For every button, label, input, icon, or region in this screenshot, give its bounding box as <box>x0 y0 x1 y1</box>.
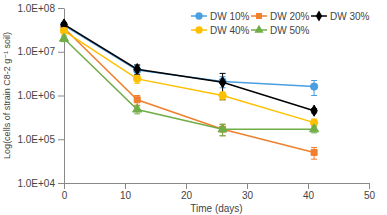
y-tick-label: 1.0E+08 <box>17 3 55 14</box>
legend: DW 10% DW 20% DW 30% DW 40% DW 50% <box>191 10 370 35</box>
legend-label: DW 10% <box>210 11 250 22</box>
series <box>61 25 317 159</box>
legend-label: DW 30% <box>330 11 370 22</box>
x-axis-line <box>65 183 370 184</box>
series <box>60 22 317 96</box>
x-axis: 0 10 20 30 40 50 <box>62 183 376 201</box>
x-tick-label: 20 <box>181 190 193 201</box>
y-tick: 1.0E+04 <box>17 178 64 189</box>
error-bar-cap <box>220 135 226 136</box>
data-point <box>59 33 68 41</box>
x-tick: 50 <box>364 183 376 201</box>
x-tick-label: 40 <box>303 190 315 201</box>
error-bar-cap <box>311 95 317 96</box>
y-axis: 1.0E+04 1.0E+05 1.0E+06 1.0E+07 1.0E+08 <box>17 3 64 189</box>
y-tick-mark <box>58 52 64 53</box>
y-tick-label: 1.0E+04 <box>17 178 55 189</box>
x-tick: 0 <box>62 183 68 201</box>
error-bar <box>311 81 317 96</box>
legend-item: DW 30% <box>311 10 370 21</box>
x-tick: 10 <box>120 183 132 201</box>
data-point <box>311 149 317 155</box>
legend-swatch-marker <box>316 10 322 21</box>
x-tick-mark <box>125 183 126 189</box>
data-point <box>219 92 226 99</box>
series-line <box>64 24 314 110</box>
series <box>61 19 318 116</box>
data-point <box>218 124 227 132</box>
y-tick: 1.0E+06 <box>17 90 64 101</box>
y-tick-label: 1.0E+06 <box>17 90 55 101</box>
data-point <box>134 64 140 75</box>
y-tick-mark <box>58 96 64 97</box>
y-tick-label: 1.0E+05 <box>17 134 55 145</box>
y-tick-mark <box>58 183 64 184</box>
x-tick-mark <box>247 183 248 189</box>
y-tick-mark <box>58 139 64 140</box>
legend-item: DW 20% <box>251 11 310 22</box>
error-bar <box>134 75 140 83</box>
x-tick: 40 <box>303 183 315 201</box>
legend-item: DW 10% <box>191 11 250 22</box>
series-line <box>64 39 314 130</box>
x-tick-label: 50 <box>364 190 376 201</box>
error-bar-cap <box>220 135 226 136</box>
chart: 010203040501.0E+041.0E+051.0E+061.0E+071… <box>0 0 387 215</box>
error-bar-cap <box>311 159 317 160</box>
legend-swatch-marker <box>254 25 263 33</box>
x-tick-mark <box>64 183 65 189</box>
data-point <box>311 105 317 116</box>
error-bar-cap <box>311 80 317 81</box>
x-tick: 20 <box>181 183 193 201</box>
legend-label: DW 20% <box>270 11 310 22</box>
plot: 010203040501.0E+041.0E+051.0E+061.0E+071… <box>17 3 375 201</box>
legend-swatch-marker <box>256 13 262 19</box>
series-line <box>64 31 314 123</box>
error-bar <box>311 147 317 159</box>
y-axis-title: Log(cells of strain C8-2 g⁻¹ soil) <box>2 32 12 159</box>
error-bar-cap <box>134 113 140 114</box>
error-bar <box>220 73 226 99</box>
data-point <box>133 104 142 112</box>
x-tick-label: 30 <box>242 190 254 201</box>
x-tick-mark <box>186 183 187 189</box>
x-axis-title: Time (days) <box>190 203 242 214</box>
legend-swatch-marker <box>195 12 202 19</box>
y-tick: 1.0E+07 <box>17 46 64 57</box>
error-bar-cap <box>311 132 317 133</box>
x-tick-label: 0 <box>62 190 68 201</box>
data-point <box>310 83 317 90</box>
error-bar-cap <box>220 73 226 74</box>
x-tick-label: 10 <box>120 190 132 201</box>
series <box>60 27 317 127</box>
data-point <box>219 77 225 88</box>
legend-swatch-marker <box>195 26 202 33</box>
error-bar-cap <box>134 95 140 96</box>
legend-label: DW 40% <box>210 25 250 36</box>
series <box>59 33 318 135</box>
data-point <box>310 124 319 132</box>
error-bar <box>220 92 226 100</box>
data-point <box>134 75 141 82</box>
error-bar-cap <box>311 147 317 148</box>
series-area <box>59 19 318 159</box>
y-tick: 1.0E+05 <box>17 134 64 145</box>
data-point <box>134 97 140 103</box>
x-tick: 30 <box>242 183 254 201</box>
y-tick-mark <box>58 8 64 9</box>
x-tick-mark <box>308 183 309 189</box>
y-tick-label: 1.0E+07 <box>17 46 55 57</box>
legend-item: DW 50% <box>251 25 310 36</box>
legend-item: DW 40% <box>191 25 250 36</box>
x-tick-mark <box>369 183 370 189</box>
legend-label: DW 50% <box>270 25 310 36</box>
y-tick: 1.0E+08 <box>17 3 64 14</box>
error-bar <box>220 77 226 88</box>
